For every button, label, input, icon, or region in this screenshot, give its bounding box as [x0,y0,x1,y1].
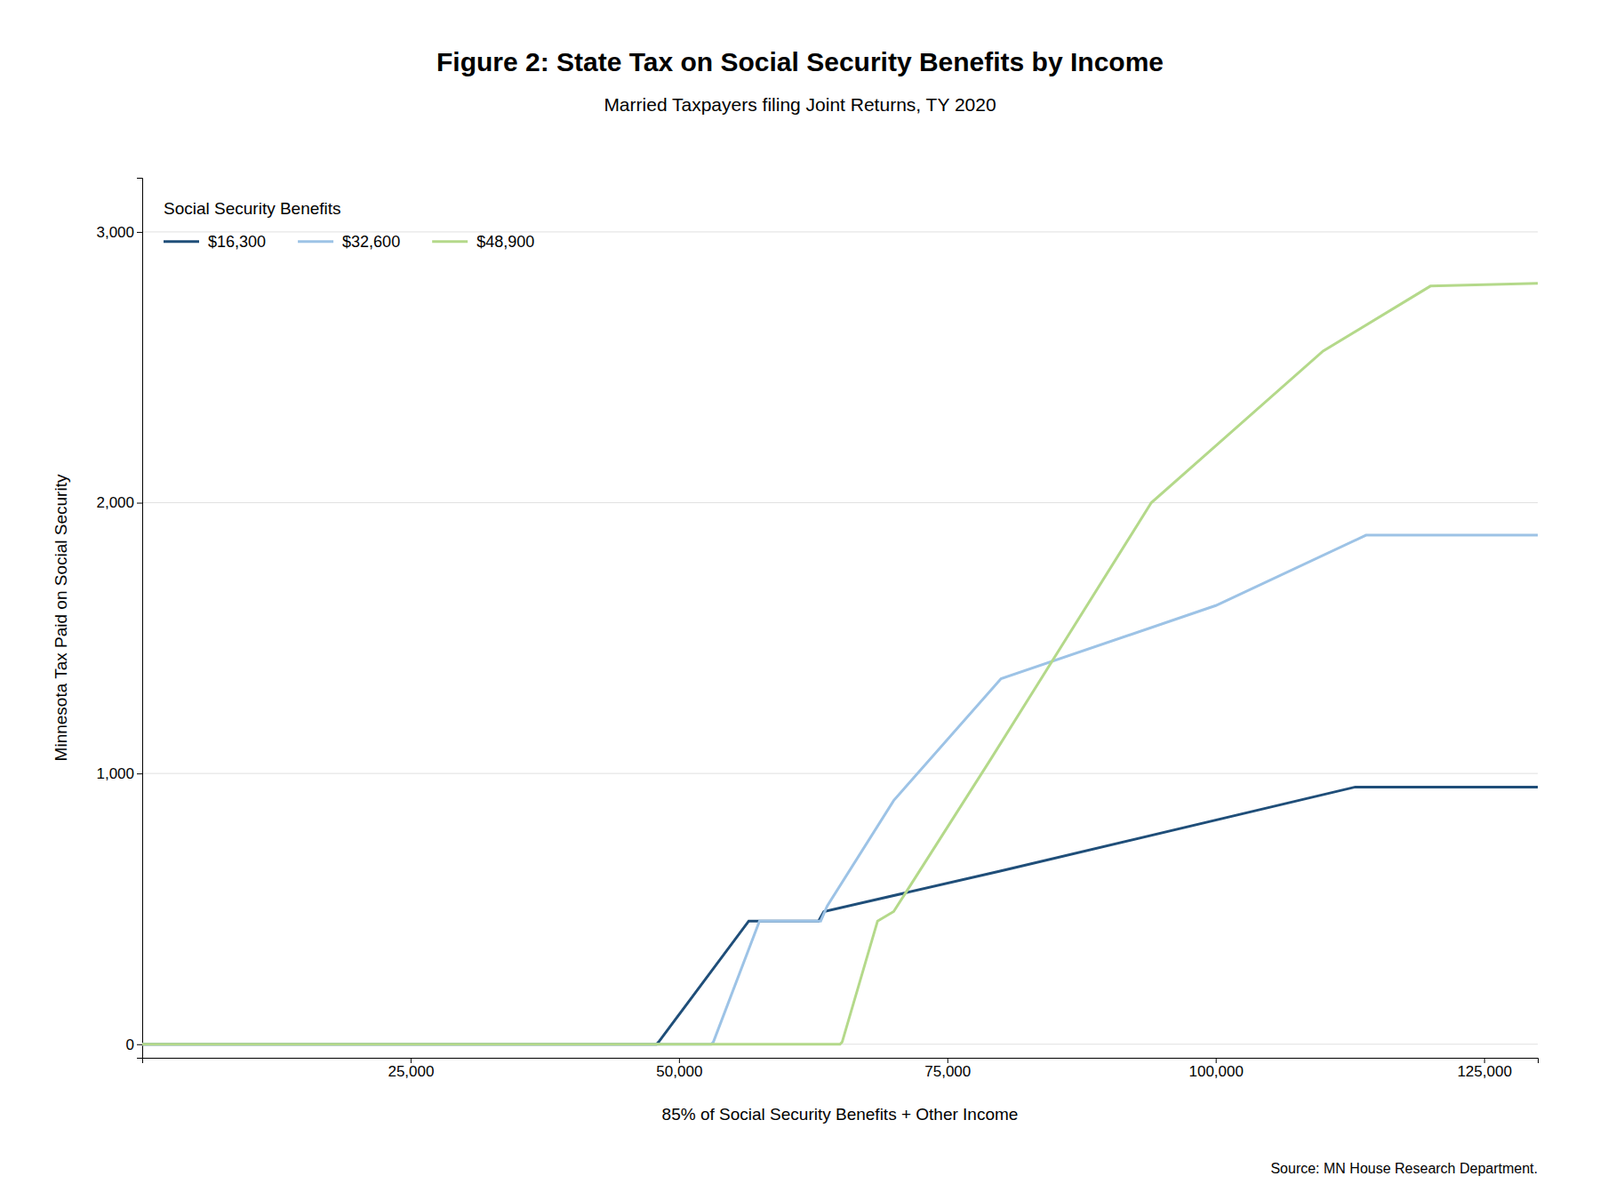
tick: 0 [126,1036,143,1054]
x-axis: 25,000 50,000 75,000 100,000 125,000 [143,1057,1539,1080]
legend-label: $32,600 [342,232,400,251]
tick-mark [136,503,143,504]
grid-line [142,502,1538,504]
source: Source: MN House Research Department. [1270,1160,1538,1176]
legend-label: $48,900 [476,232,535,251]
grid-line [142,773,1538,775]
chart: 25,000 50,000 75,000 100,000 125,000 0 1,000 2,… [0,0,1600,1200]
tick-mark [136,232,143,233]
legend-item: $32,600 [297,232,400,251]
title: Figure 2: State Tax on Social Security B… [436,47,1164,77]
x-axis-title: 85% of Social Security Benefits + Other … [662,1104,1019,1124]
legend: Social Security Benefits $16,300 $32,600 $4… [163,199,535,251]
legend-swatch [432,240,468,243]
tick-label: 0 [126,1036,135,1054]
tick-mark [136,1044,143,1046]
tick-label: 50,000 [656,1063,703,1080]
legend-swatch [297,240,334,243]
tick: 3,000 [96,224,143,241]
axis-line [136,178,144,1059]
subtitle: Married Taxpayers filing Joint Returns, … [603,94,996,115]
tick: 125,000 [1456,1057,1512,1080]
legend-label: $16,300 [208,232,266,251]
series-line [142,786,1538,1044]
tick: 75,000 [924,1057,971,1080]
tick: 1,000 [96,765,143,783]
tick-label: 1,000 [96,765,135,783]
lines [142,283,1538,1045]
tick-label: 2,000 [96,494,135,512]
tick-label: 100,000 [1188,1063,1243,1080]
tick-label: 25,000 [387,1063,434,1080]
axis-line [143,1058,1539,1064]
tick: 25,000 [387,1057,434,1080]
legend-item: $16,300 [163,232,266,251]
legend-item: $48,900 [432,232,535,251]
grid [142,232,1538,1045]
tick-label: 125,000 [1456,1063,1512,1080]
y-axis-title: Minnesota Tax Paid on Social Security [51,473,71,761]
legend-swatch [163,240,200,243]
series-line [142,535,1538,1045]
tick: 2,000 [96,494,143,512]
tick: 50,000 [656,1057,703,1080]
legend-title: Social Security Benefits [163,199,342,218]
tick-label: 3,000 [96,224,135,241]
tick-mark [136,773,143,775]
series-line [142,283,1538,1045]
tick-label: 75,000 [924,1063,971,1080]
y-axis: 0 1,000 2,000 3,000 [96,178,143,1059]
tick: 100,000 [1188,1057,1243,1080]
